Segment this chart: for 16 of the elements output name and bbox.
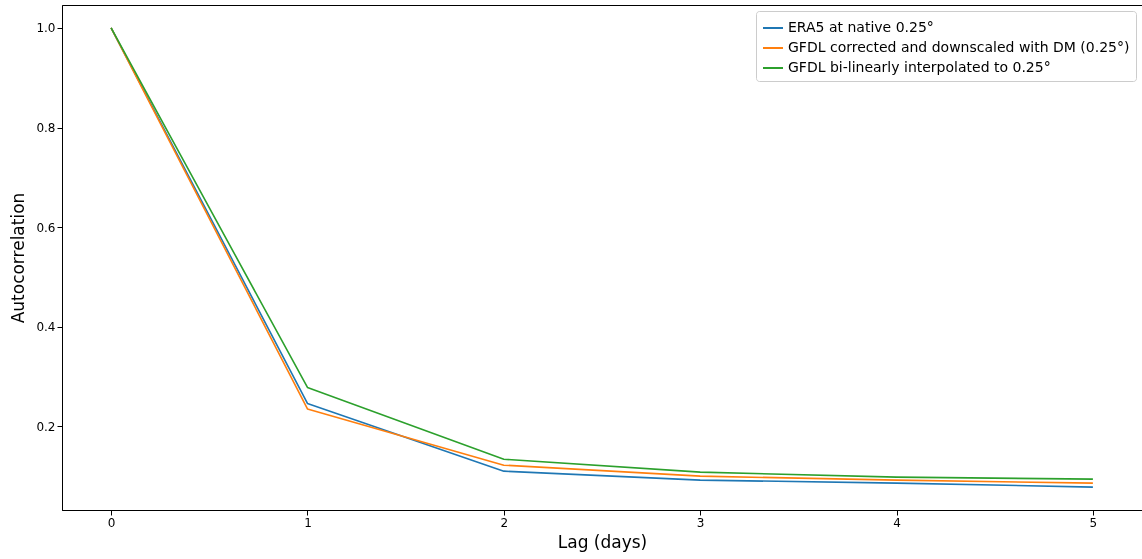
x-tick-label: 4 — [893, 515, 901, 530]
y-axis-title: Autocorrelation — [8, 192, 29, 324]
x-tick-label: 2 — [500, 515, 509, 530]
x-tick-label: 1 — [304, 515, 312, 530]
legend-label: ERA5 at native 0.25° — [788, 19, 934, 35]
y-tick-label: 0.4 — [36, 320, 56, 335]
x-axis-title: Lag (days) — [557, 531, 648, 552]
y-tick-label: 0.6 — [36, 220, 56, 235]
legend-label: GFDL bi-linearly interpolated to 0.25° — [788, 59, 1051, 75]
y-tick-label: 1.0 — [36, 21, 56, 36]
y-tick-label: 0.2 — [36, 419, 56, 434]
y-tick-label: 0.8 — [36, 121, 56, 136]
x-tick-label: 5 — [1089, 515, 1098, 530]
x-tick-label: 0 — [107, 515, 116, 530]
x-tick-label: 3 — [696, 515, 705, 530]
legend-label: GFDL corrected and downscaled with DM (0.25°) — [788, 39, 1130, 55]
